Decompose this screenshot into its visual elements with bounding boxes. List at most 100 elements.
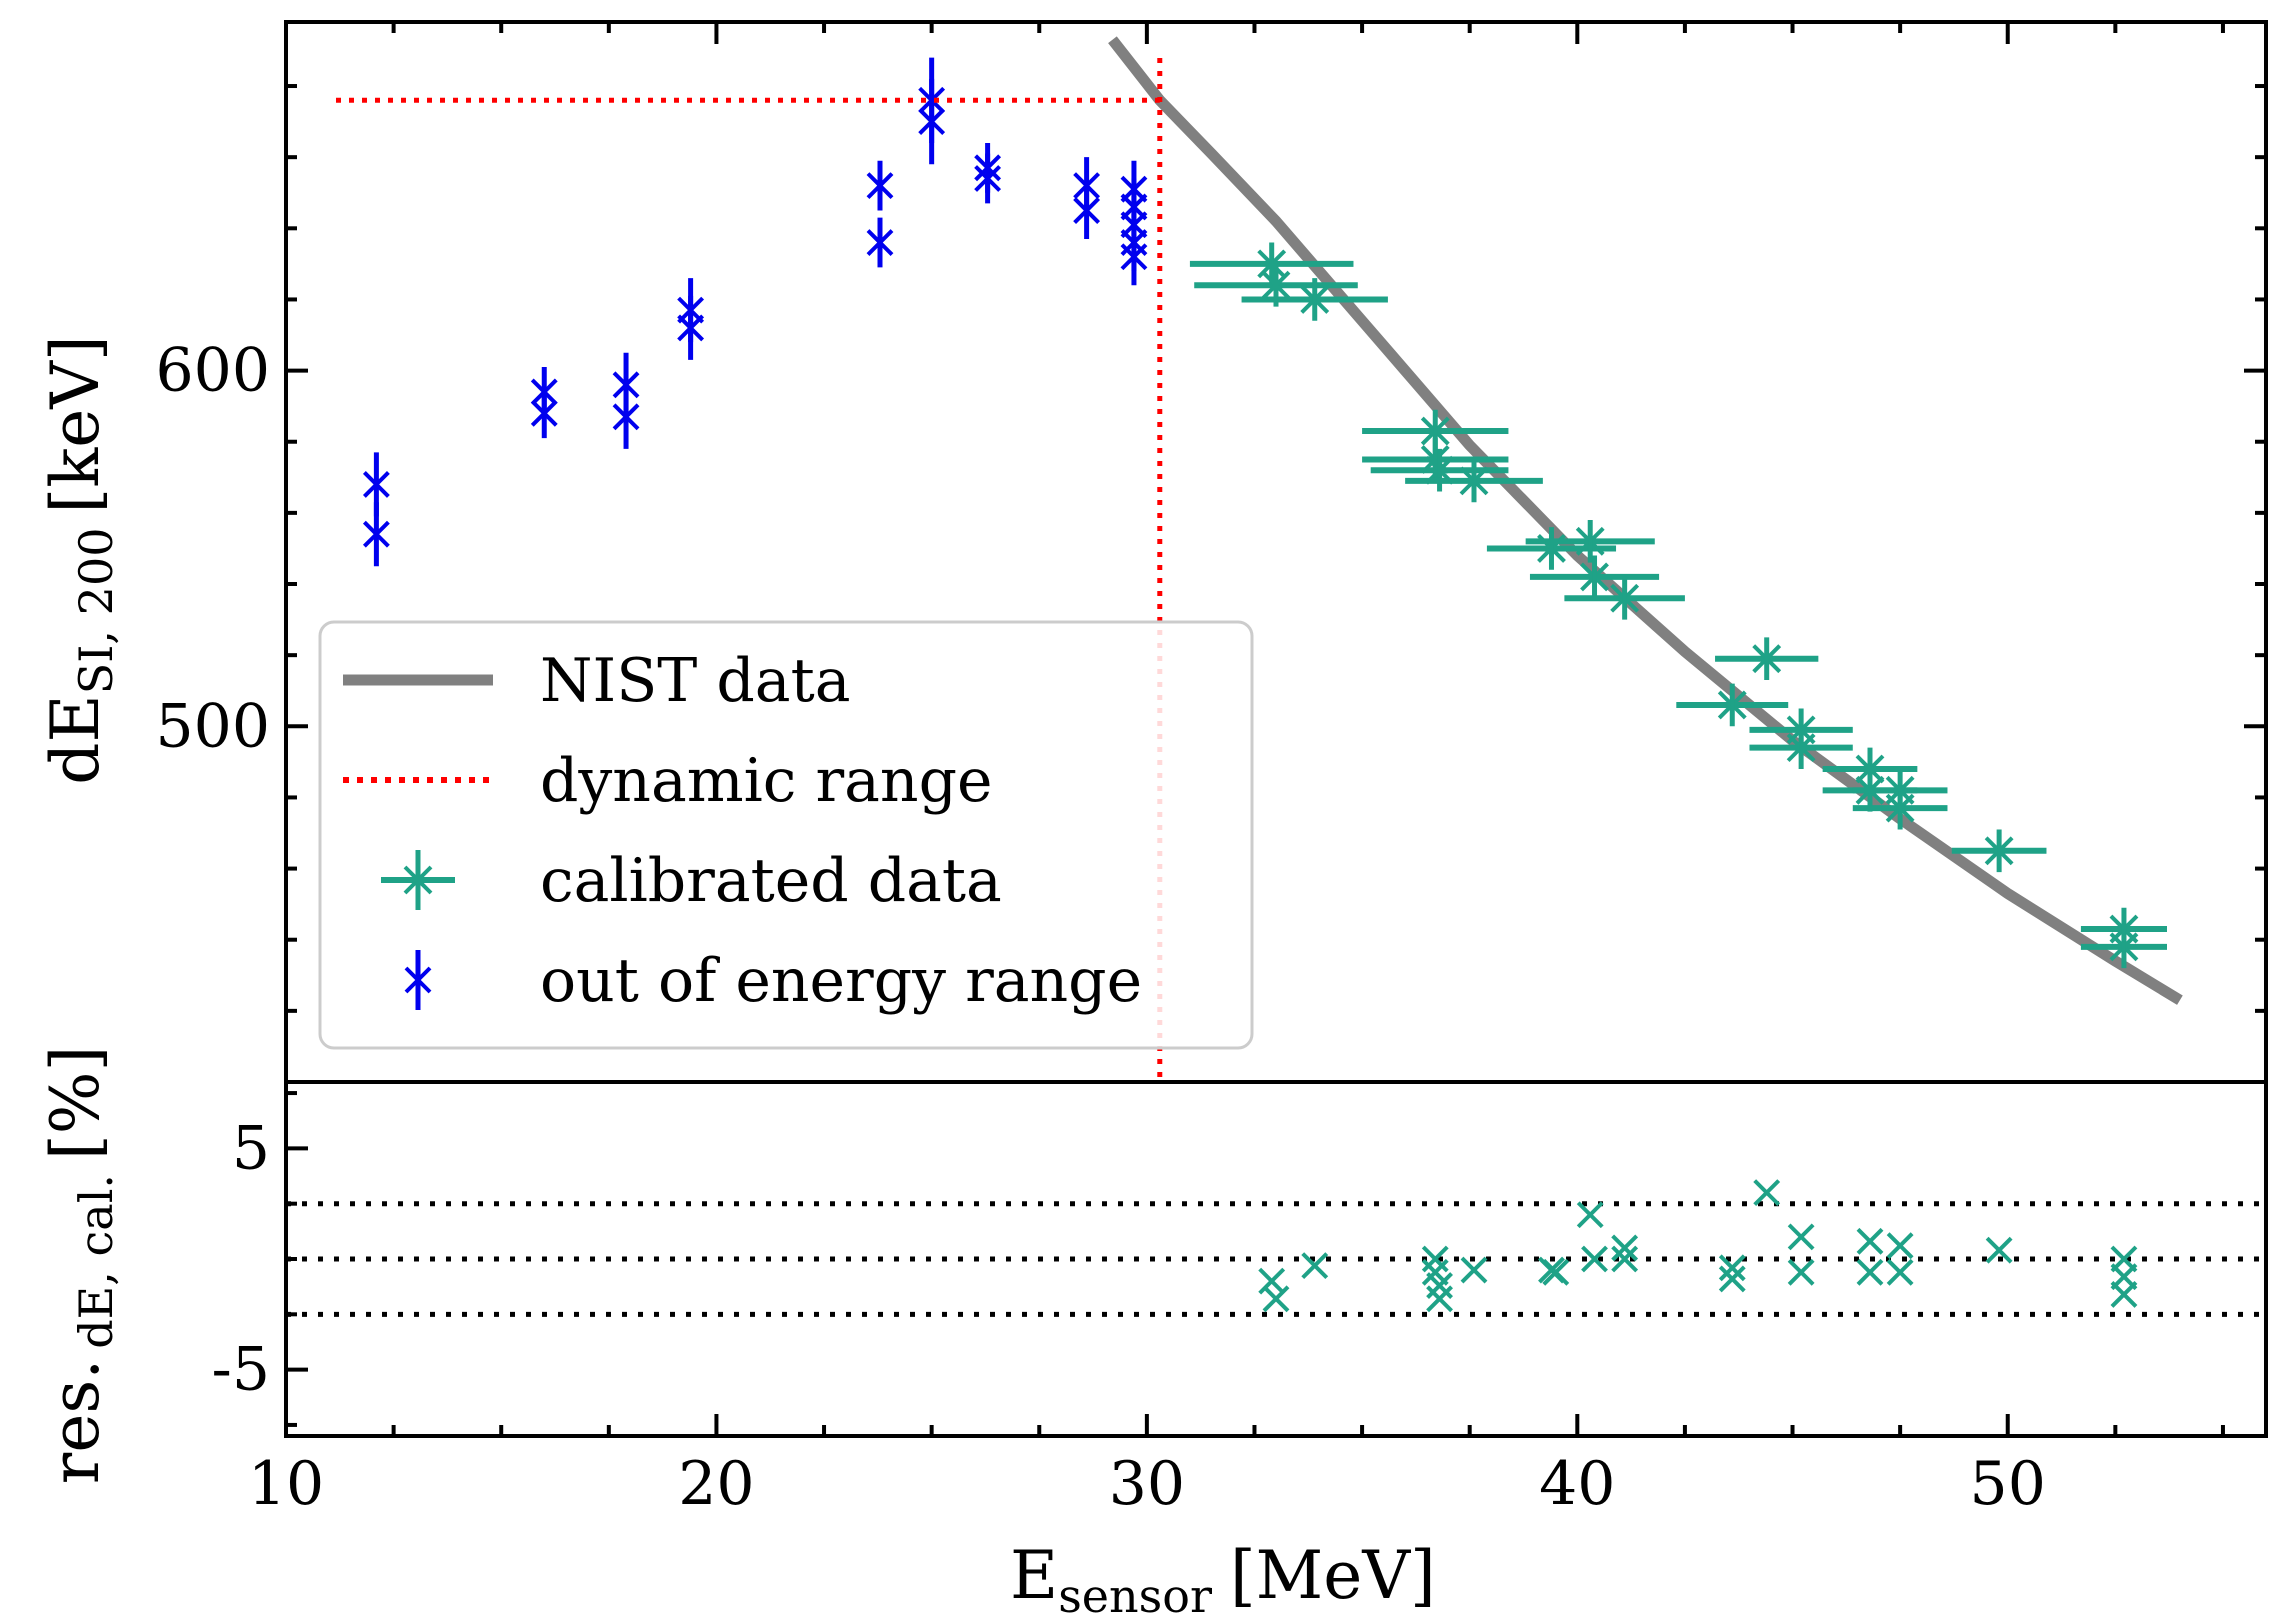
residual-marker: [1262, 1285, 1290, 1313]
residual-marker: [1301, 1252, 1329, 1280]
out-of-range-marker: [974, 165, 1002, 192]
x-tick-label: 10: [248, 1449, 324, 1519]
out-of-range-marker: [866, 172, 894, 200]
calibrated-point: [1749, 726, 1853, 769]
legend-entry-calibrated: calibrated data: [381, 846, 1002, 916]
residual-y-tick-label: 5: [232, 1113, 270, 1183]
out-of-range-point: [362, 502, 390, 567]
residual-marker: [1542, 1258, 1570, 1286]
calibrated-point: [1525, 519, 1655, 563]
residual-marker: [1886, 1232, 1914, 1260]
out-of-range-point: [530, 388, 558, 439]
out-of-range-point: [866, 217, 894, 268]
residual-marker: [1460, 1256, 1488, 1284]
legend-label-nist: NIST data: [540, 646, 850, 716]
calibrated-marker: [1580, 559, 1609, 594]
x-axis-title: Esensor [MeV]: [1010, 1537, 1436, 1621]
calibrated-point: [2080, 925, 2167, 969]
calibrated-marker: [1610, 581, 1640, 616]
residual-frame: [284, 1080, 2268, 1438]
legend-entry-dynamic-range: dynamic range: [343, 746, 993, 816]
main-panel: 500 600 dESI, 200[keV] NIST data dynamic …: [37, 20, 2268, 1084]
out-of-range-point: [918, 78, 946, 165]
calibrated-marker: [1786, 730, 1816, 765]
x-tick-label: 50: [1970, 1449, 2046, 1519]
legend-label-out-of-range: out of energy range: [540, 946, 1142, 1016]
residual-marker: [1718, 1254, 1746, 1282]
legend-entry-out-of-range: out of energy range: [404, 946, 1142, 1016]
legend-label-calibrated: calibrated data: [540, 846, 1002, 916]
legend-out-of-range-marker: [404, 950, 432, 1010]
out-of-range-marker: [1073, 197, 1101, 224]
residual-marker: [1718, 1265, 1746, 1293]
main-plot-area: [336, 36, 2183, 1082]
out-of-range-point: [974, 153, 1002, 204]
out-of-range-point: [677, 295, 705, 360]
legend-box: [318, 620, 1254, 1050]
residual-marker: [1611, 1234, 1639, 1262]
calibrated-point: [1529, 555, 1660, 599]
out-of-range-point: [612, 384, 640, 449]
residual-marker: [1787, 1258, 1815, 1286]
nist-data-curve: [1108, 36, 2183, 1005]
calibrated-marker: [1752, 641, 1782, 676]
out-of-range-marker: [362, 471, 390, 498]
calibrated-point: [1715, 637, 1819, 681]
legend-entry-nist: NIST data: [343, 646, 850, 716]
out-of-range-marker: [612, 403, 640, 431]
x-tick-labels: 10 20 30 40 50: [248, 1449, 2046, 1519]
out-of-range-marker: [677, 314, 705, 342]
calibrated-point: [1852, 786, 1948, 830]
legend-calibrated-asterisk: [403, 863, 433, 897]
residual-marker: [1753, 1179, 1781, 1207]
out-of-range-marker: [530, 399, 558, 427]
calibrated-point: [1951, 829, 2047, 873]
calibrated-point: [1676, 683, 1789, 727]
calibrated-marker: [1300, 282, 1330, 317]
calibrated-marker: [1984, 833, 2014, 868]
out-of-range-point: [866, 160, 894, 211]
out-of-range-marker: [866, 229, 894, 256]
residual-panel: -5 5 10 20 30 40 50 res.dE, cal.[%] Esensor [M…: [37, 1046, 2268, 1621]
residual-y-tick-label: -5: [212, 1335, 270, 1405]
residual-y-tick-labels: -5 5: [212, 1113, 270, 1404]
main-y-axis-title: dESI, 200[keV]: [37, 335, 123, 784]
residual-marker: [1856, 1258, 1884, 1286]
out-of-range-marker: [1120, 243, 1148, 271]
legend-out-of-range-x: [404, 966, 432, 994]
residual-marker: [1581, 1245, 1608, 1273]
calibrated-marker: [1717, 688, 1747, 722]
calibrated-point: [1370, 448, 1509, 492]
calibrated-marker: [2109, 929, 2139, 964]
x-tick-label: 30: [1109, 1449, 1185, 1519]
residual-ticks: [284, 1091, 2225, 1436]
residual-marker: [1886, 1258, 1914, 1286]
main-y-tick-label: 600: [155, 336, 270, 406]
residual-marker: [1856, 1227, 1884, 1255]
out-of-range-marker: [918, 108, 946, 136]
x-tick-label: 40: [1539, 1449, 1615, 1519]
residual-marker: [1985, 1236, 2013, 1264]
x-tick-label: 20: [678, 1449, 754, 1519]
residual-marker: [1787, 1223, 1815, 1251]
residual-marker: [1426, 1285, 1453, 1313]
residual-y-axis-title: res.dE, cal.[%]: [37, 1046, 123, 1484]
calibrated-point: [1241, 278, 1388, 321]
residual-marker: [1611, 1245, 1639, 1273]
calibrated-marker: [1459, 463, 1489, 498]
out-of-range-point: [1120, 228, 1148, 286]
residual-marker: [2110, 1280, 2138, 1308]
legend-calibrated-marker: [381, 850, 455, 910]
main-y-tick-labels: 500 600: [155, 336, 270, 762]
calibrated-point: [1405, 459, 1543, 503]
legend-label-dynamic-range: dynamic range: [540, 746, 993, 816]
out-of-range-point: [1073, 182, 1101, 239]
residual-marker: [1576, 1201, 1604, 1229]
residual-marker: [1258, 1267, 1286, 1295]
calibrated-marker: [1885, 791, 1915, 826]
calibrated-marker: [1575, 524, 1605, 559]
main-y-tick-label: 500: [155, 691, 270, 761]
out-of-range-marker: [362, 520, 390, 548]
calibrated-point: [1564, 576, 1685, 620]
